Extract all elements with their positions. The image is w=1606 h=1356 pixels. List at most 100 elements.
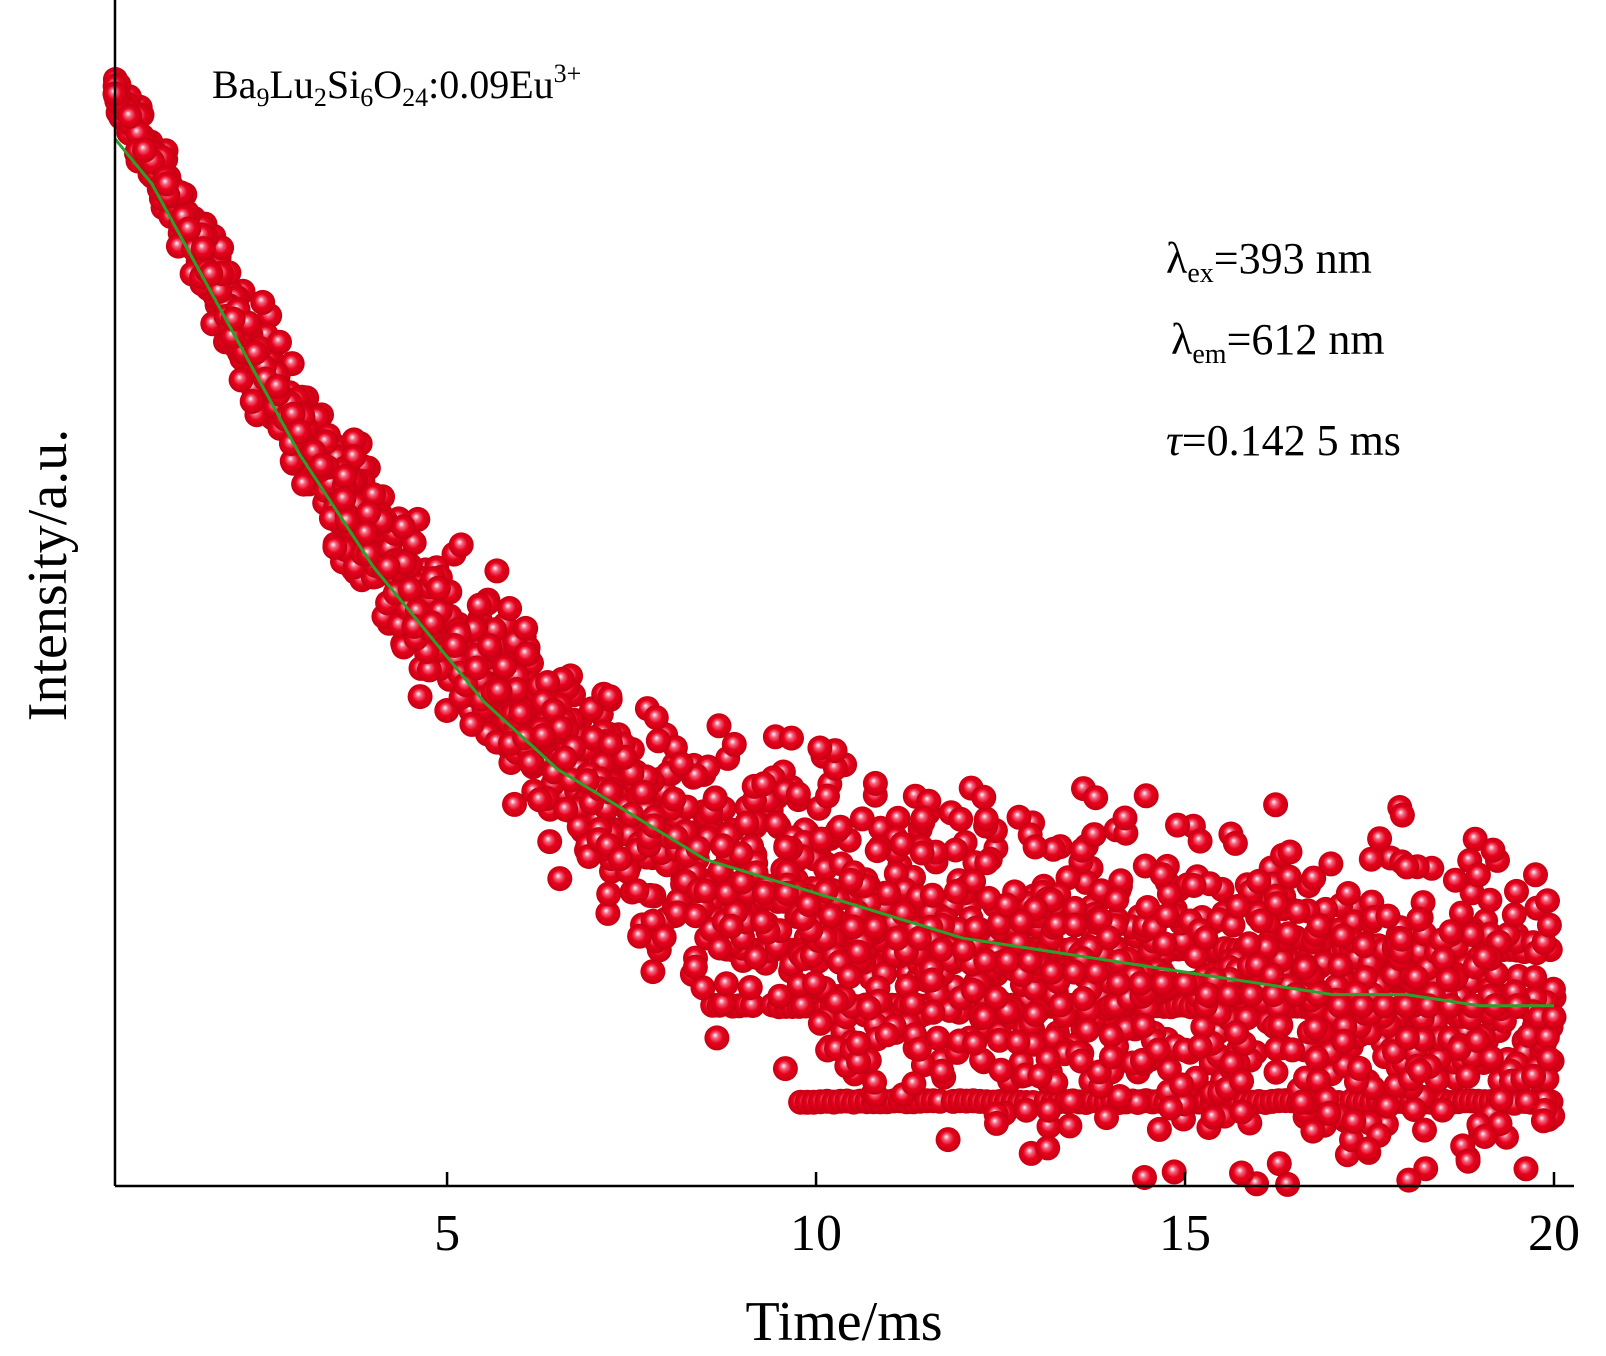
data-point: [1259, 962, 1285, 988]
data-point: [492, 654, 517, 679]
sample-formula-label: Ba9Lu2Si6O24:0.09Eu3+: [212, 59, 581, 112]
data-point: [721, 731, 747, 757]
data-point: [1098, 1022, 1124, 1048]
data-point: [552, 745, 578, 771]
data-point: [1061, 959, 1087, 985]
x-tick-label: 15: [1159, 1205, 1211, 1262]
data-point: [332, 463, 358, 489]
data-point: [935, 1127, 961, 1153]
data-point: [1022, 834, 1048, 860]
data-point: [1522, 965, 1548, 990]
data-point: [972, 1004, 998, 1030]
data-point: [862, 1069, 888, 1095]
data-point: [862, 914, 888, 940]
data-point: [239, 388, 265, 414]
data-point: [1193, 925, 1219, 951]
lifetime-label: τ=0.142 5 ms: [1166, 416, 1401, 465]
data-point: [1341, 1108, 1367, 1134]
data-point: [690, 975, 716, 1001]
fit-curve: [113, 137, 1554, 1008]
data-point: [1216, 982, 1242, 1008]
data-point: [772, 1056, 798, 1082]
data-point: [117, 103, 143, 129]
data-point: [624, 878, 650, 904]
data-point: [808, 826, 834, 852]
data-point: [1229, 1160, 1254, 1186]
data-point: [1062, 912, 1088, 938]
data-point: [1465, 1027, 1490, 1053]
data-point: [1355, 1136, 1381, 1162]
data-point: [264, 374, 290, 399]
data-point: [651, 924, 677, 950]
data-point: [668, 751, 694, 777]
data-point: [1304, 1045, 1330, 1071]
data-point: [1096, 925, 1121, 951]
data-point: [1133, 783, 1159, 809]
data-point: [375, 554, 401, 580]
data-point: [1375, 1093, 1401, 1119]
data-point: [1280, 1037, 1305, 1063]
data-point: [1040, 836, 1066, 862]
data-point: [1513, 1156, 1539, 1182]
data-point: [1331, 1028, 1357, 1054]
data-point: [547, 866, 573, 892]
data-point: [1172, 970, 1198, 996]
data-point: [1306, 1067, 1332, 1093]
data-point: [154, 171, 180, 197]
data-point: [1044, 912, 1070, 938]
data-point: [974, 850, 1000, 876]
data-point: [1261, 982, 1287, 1008]
data-point: [856, 995, 882, 1021]
data-point: [1236, 931, 1262, 957]
data-point: [1068, 1048, 1094, 1074]
data-point: [1394, 1025, 1420, 1051]
data-point: [1070, 986, 1096, 1012]
data-point: [994, 892, 1020, 918]
data-point: [596, 881, 622, 907]
data-point: [1108, 868, 1134, 894]
data-point: [502, 791, 527, 817]
data-point: [1267, 1013, 1293, 1039]
data-point: [1190, 1014, 1216, 1040]
data-point: [1389, 926, 1415, 952]
data-point: [442, 633, 467, 658]
x-tick-label: 5: [434, 1205, 460, 1262]
data-point: [1027, 1063, 1053, 1089]
data-point: [1472, 1124, 1498, 1149]
data-point: [1318, 851, 1344, 877]
data-point: [1407, 1058, 1433, 1084]
data-point: [331, 486, 357, 512]
data-point: [1504, 878, 1529, 904]
data-point: [1187, 828, 1213, 854]
data-point: [685, 835, 711, 861]
data-point: [901, 1071, 927, 1097]
data-point: [1005, 1029, 1031, 1055]
data-point: [291, 471, 317, 497]
data-point: [1194, 982, 1220, 1008]
data-point: [574, 768, 600, 794]
data-point: [661, 786, 687, 812]
data-point: [702, 786, 728, 812]
data-point: [1389, 802, 1415, 828]
data-point: [900, 991, 926, 1017]
data-point: [1081, 822, 1107, 848]
data-point: [1094, 1105, 1119, 1131]
data-point: [1106, 970, 1132, 996]
data-point: [929, 1058, 955, 1084]
data-point: [1013, 1097, 1039, 1123]
data-point: [845, 939, 871, 965]
data-point: [1022, 1001, 1048, 1027]
data-point: [598, 731, 624, 757]
data-point: [464, 655, 490, 681]
data-point: [1393, 993, 1419, 1019]
data-point: [630, 779, 656, 805]
data-point: [1132, 1165, 1157, 1190]
data-point: [425, 575, 451, 601]
data-point: [1154, 903, 1180, 928]
data-point: [1435, 967, 1461, 992]
data-point: [448, 532, 474, 558]
data-point: [862, 770, 888, 796]
data-point: [1145, 1037, 1171, 1063]
